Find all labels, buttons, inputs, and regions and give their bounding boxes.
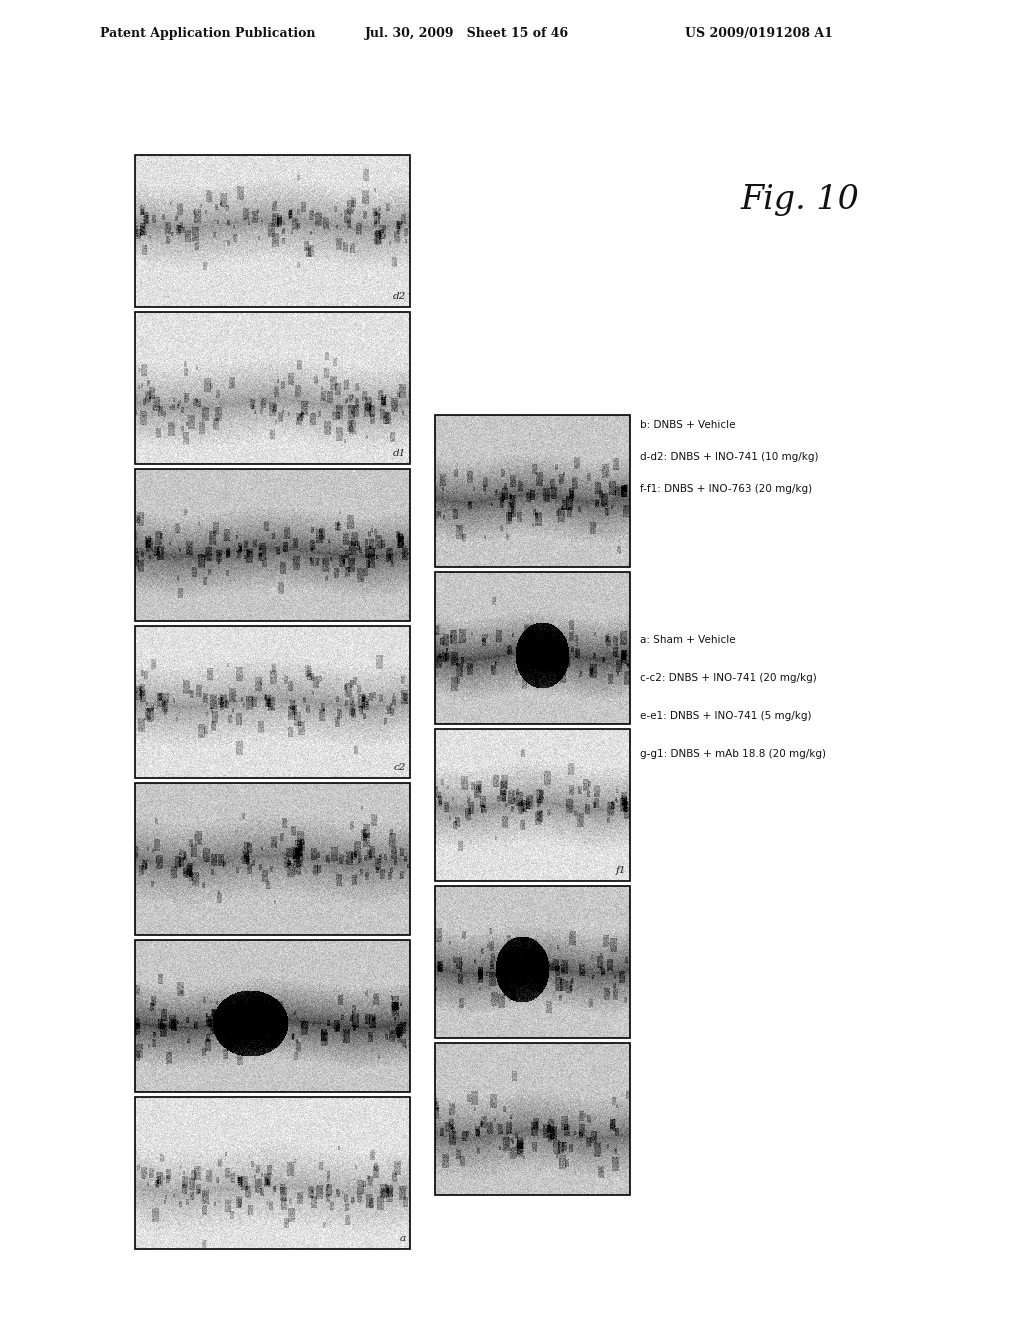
Bar xyxy=(135,1097,410,1249)
Text: f1: f1 xyxy=(615,866,626,875)
Text: e1: e1 xyxy=(613,1023,626,1032)
Bar xyxy=(135,940,410,1092)
Text: b: b xyxy=(399,1077,406,1086)
Text: g1: g1 xyxy=(612,1180,626,1189)
Bar xyxy=(135,154,410,308)
Text: Fig. 10: Fig. 10 xyxy=(740,183,859,216)
Text: Jul. 30, 2009   Sheet 15 of 46: Jul. 30, 2009 Sheet 15 of 46 xyxy=(365,26,569,40)
Text: e-e1: DNBS + INO-741 (5 mg/kg): e-e1: DNBS + INO-741 (5 mg/kg) xyxy=(640,711,811,721)
Text: a: Sham + Vehicle: a: Sham + Vehicle xyxy=(640,635,735,645)
Text: g-g1: DNBS + mAb 18.8 (20 mg/kg): g-g1: DNBS + mAb 18.8 (20 mg/kg) xyxy=(640,748,826,759)
Text: a: a xyxy=(400,1234,406,1243)
Text: b: DNBS + Vehicle: b: DNBS + Vehicle xyxy=(640,420,735,430)
Bar xyxy=(135,783,410,935)
Bar xyxy=(435,729,630,880)
Bar xyxy=(135,312,410,465)
Text: d1: d1 xyxy=(612,552,626,561)
Text: d-d2: DNBS + INO-741 (10 mg/kg): d-d2: DNBS + INO-741 (10 mg/kg) xyxy=(640,451,818,462)
Bar xyxy=(435,572,630,723)
Text: US 2009/0191208 A1: US 2009/0191208 A1 xyxy=(685,26,833,40)
Text: c1: c1 xyxy=(393,920,406,929)
Bar xyxy=(435,1043,630,1195)
Text: d1: d1 xyxy=(393,449,406,458)
Bar xyxy=(435,414,630,568)
Bar xyxy=(435,886,630,1038)
Text: d: d xyxy=(399,606,406,615)
Text: Patent Application Publication: Patent Application Publication xyxy=(100,26,315,40)
Text: c-c2: DNBS + INO-741 (20 mg/kg): c-c2: DNBS + INO-741 (20 mg/kg) xyxy=(640,673,817,682)
Bar xyxy=(135,469,410,620)
Text: g: g xyxy=(620,709,626,718)
Text: f-f1: DNBS + INO-763 (20 mg/kg): f-f1: DNBS + INO-763 (20 mg/kg) xyxy=(640,484,812,494)
Bar xyxy=(135,626,410,777)
Text: c2: c2 xyxy=(393,763,406,772)
Text: d2: d2 xyxy=(393,292,406,301)
